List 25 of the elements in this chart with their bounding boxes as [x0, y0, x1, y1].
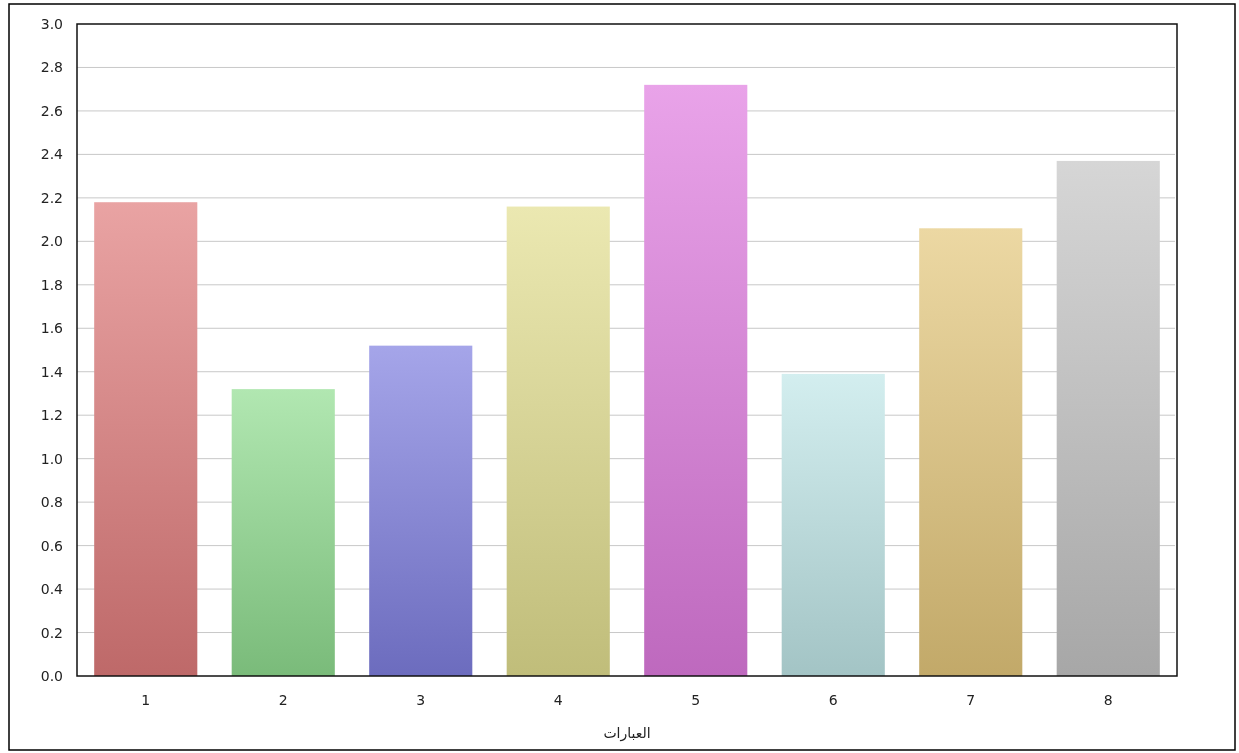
x-tick-label: 8: [1103, 692, 1113, 708]
y-tick-label: 0.4: [40, 581, 64, 598]
y-tick-label: 0.8: [40, 494, 63, 511]
x-tick-label: 6: [828, 692, 838, 708]
x-axis-title: العبارات: [603, 725, 651, 742]
y-tick-label: 0.0: [40, 668, 63, 684]
y-tick-label: 2.8: [40, 59, 63, 76]
x-tick-label: 7: [966, 692, 976, 708]
y-tick-label: 0.6: [40, 537, 64, 554]
y-tick-label: 2.6: [40, 102, 64, 119]
y-tick-label: 2.2: [40, 189, 63, 206]
y-tick-label: 1.4: [40, 363, 64, 380]
y-tick-label: 2.0: [40, 233, 63, 250]
y-tick-label: 1.0: [40, 450, 63, 467]
y-tick-label: 1.8: [40, 276, 63, 293]
y-tick-label: 0.2: [40, 624, 63, 641]
x-tick-label: 1: [141, 692, 151, 708]
x-tick-label: 4: [553, 692, 563, 708]
y-tick-label: 1.6: [40, 320, 64, 337]
y-tick-label: 3.0: [40, 16, 63, 32]
x-tick-label: 2: [278, 692, 288, 708]
y-tick-label: 2.4: [40, 146, 64, 163]
y-tick-label: 1.2: [40, 407, 63, 424]
x-tick-label: 3: [416, 692, 426, 708]
x-tick-label: 5: [691, 692, 701, 708]
